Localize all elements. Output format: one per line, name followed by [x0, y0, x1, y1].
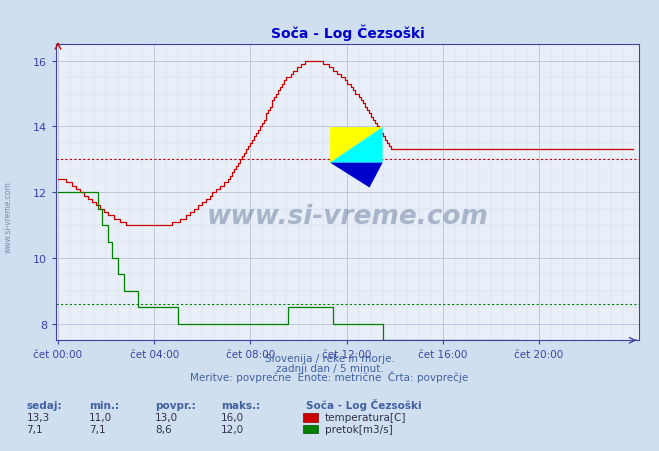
Text: Soča - Log Čezsoški: Soča - Log Čezsoški [306, 398, 422, 410]
Text: 11,0: 11,0 [89, 412, 112, 422]
Polygon shape [330, 163, 383, 188]
Text: pretok[m3/s]: pretok[m3/s] [325, 423, 393, 433]
Text: Meritve: povprečne  Enote: metrične  Črta: povprečje: Meritve: povprečne Enote: metrične Črta:… [190, 371, 469, 382]
Text: 13,0: 13,0 [155, 412, 178, 422]
Text: zadnji dan / 5 minut.: zadnji dan / 5 minut. [275, 363, 384, 373]
Title: Soča - Log Čezsoški: Soča - Log Čezsoški [271, 25, 424, 41]
Text: Slovenija / reke in morje.: Slovenija / reke in morje. [264, 353, 395, 363]
Text: 8,6: 8,6 [155, 423, 171, 433]
Text: maks.:: maks.: [221, 400, 260, 410]
Text: sedaj:: sedaj: [26, 400, 62, 410]
Text: 13,3: 13,3 [26, 412, 49, 422]
Text: 12,0: 12,0 [221, 423, 244, 433]
Text: www.si-vreme.com: www.si-vreme.com [207, 203, 488, 230]
Text: povpr.:: povpr.: [155, 400, 196, 410]
Polygon shape [330, 128, 383, 163]
Text: www.si-vreme.com: www.si-vreme.com [3, 180, 13, 253]
Text: 7,1: 7,1 [89, 423, 105, 433]
Polygon shape [330, 128, 383, 163]
Text: 7,1: 7,1 [26, 423, 43, 433]
Text: min.:: min.: [89, 400, 119, 410]
Text: 16,0: 16,0 [221, 412, 244, 422]
Text: temperatura[C]: temperatura[C] [325, 412, 407, 422]
